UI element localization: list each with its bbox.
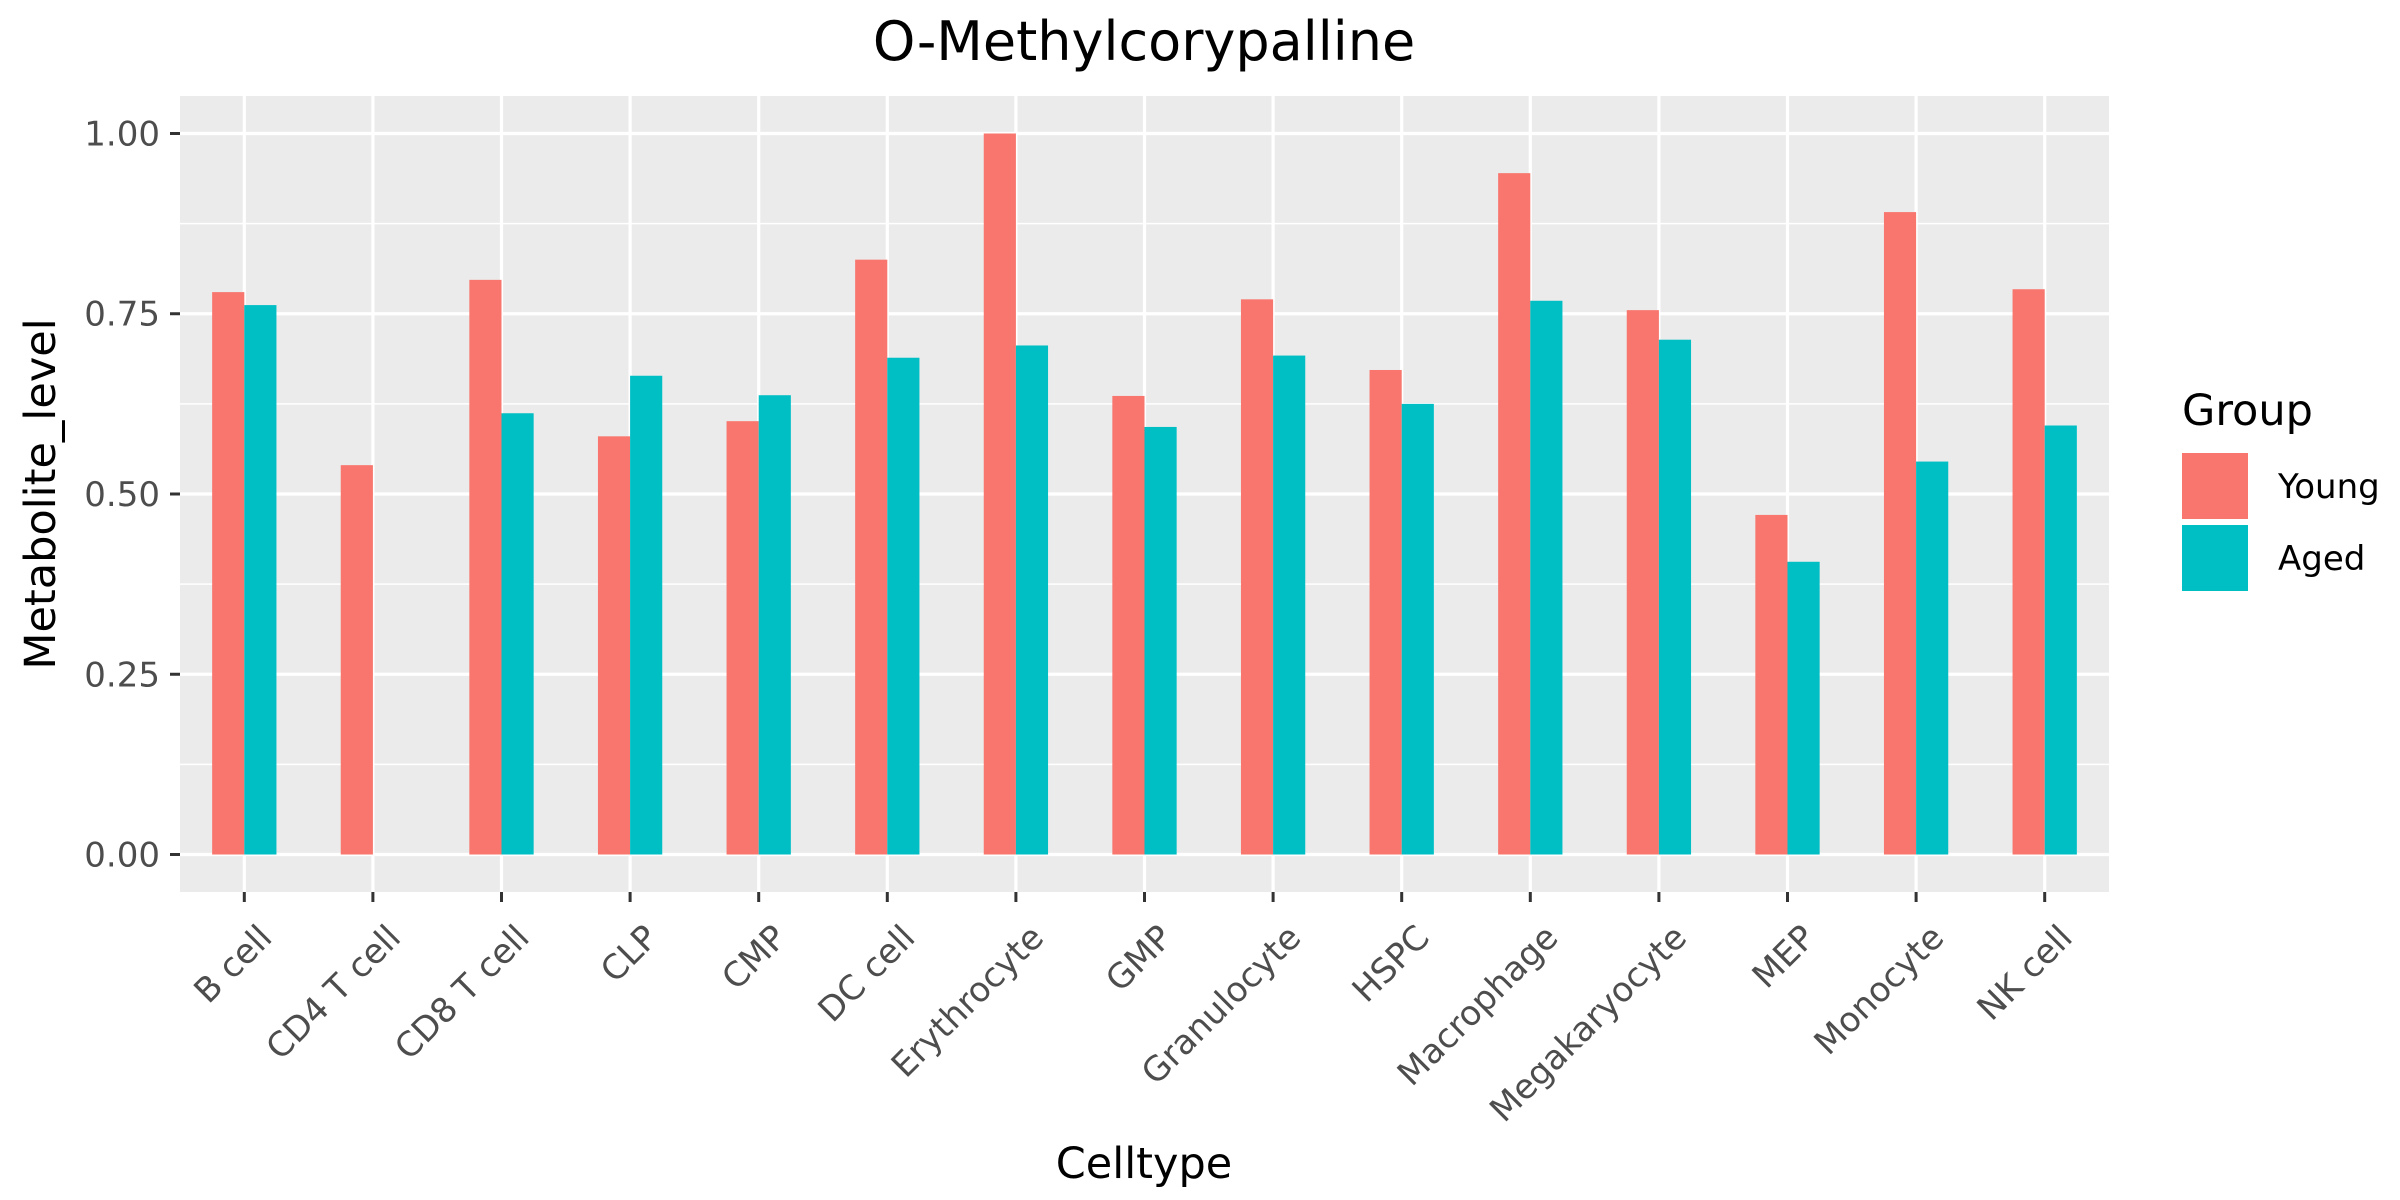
x-tick-label: DC cell: [811, 918, 924, 1031]
bar-aged: [501, 413, 534, 855]
bar-young: [1498, 173, 1531, 855]
bar-aged: [1530, 300, 1563, 855]
x-tick-label: Monocyte: [1807, 918, 1952, 1063]
bar-young: [2012, 289, 2045, 855]
legend-key-young: [2182, 453, 2248, 519]
bar-aged: [1658, 339, 1692, 855]
y-tick-label: 1.00: [84, 114, 160, 154]
bar-aged: [1916, 461, 1949, 855]
bar-young: [1112, 395, 1145, 855]
legend-title: Group: [2182, 386, 2313, 436]
legend-label-aged: Aged: [2278, 539, 2365, 579]
bars: [212, 133, 2077, 855]
bar-young: [983, 133, 1016, 855]
x-tick-label: CMP: [714, 918, 794, 998]
y-tick-label: 0.00: [84, 836, 160, 876]
x-tick-label: CD4 T cell: [259, 918, 409, 1068]
bar-aged: [1401, 403, 1434, 855]
bar-aged: [887, 357, 920, 855]
x-tick-label: GMP: [1098, 918, 1180, 1000]
legend-key-aged: [2182, 525, 2248, 591]
bar-aged: [2044, 425, 2077, 855]
bar-young: [340, 465, 373, 855]
legend-label-young: Young: [2277, 467, 2380, 507]
bar-young: [1626, 310, 1659, 855]
bar-aged: [1015, 345, 1049, 855]
bar-young: [212, 292, 245, 855]
y-tick-label: 0.25: [84, 655, 160, 695]
y-tick-label: 0.50: [84, 475, 160, 515]
bar-aged: [630, 375, 663, 855]
bar-young: [469, 279, 502, 855]
x-tick-label: CLP: [593, 918, 666, 991]
y-tick-label: 0.75: [84, 295, 160, 335]
x-axis-title: Celltype: [1056, 1139, 1232, 1189]
y-axis: 0.00 0.25 0.50 0.75 1.00: [84, 114, 180, 876]
x-tick-label: NK cell: [1970, 918, 2081, 1029]
bar-aged: [758, 395, 791, 855]
bar-young: [855, 259, 888, 855]
bar-young: [1369, 369, 1402, 855]
bar-young: [1240, 299, 1274, 855]
bar-aged: [1273, 355, 1306, 855]
bar-young: [726, 421, 759, 855]
chart-title: O-Methylcorypalline: [873, 10, 1415, 73]
bar-aged: [1144, 426, 1177, 855]
bar-young: [1883, 212, 1917, 855]
x-tick-label: HSPC: [1345, 918, 1438, 1011]
x-tick-label: MEP: [1745, 918, 1824, 997]
bar-young: [1755, 514, 1788, 855]
bar-aged: [244, 305, 277, 855]
x-tick-label: CD8 T cell: [387, 918, 537, 1068]
y-axis-title: Metabolite_level: [16, 318, 66, 669]
legend: Group Young Aged: [2182, 386, 2380, 591]
x-tick-label: B cell: [186, 918, 280, 1012]
bar-young: [597, 436, 631, 855]
bar-aged: [1787, 561, 1820, 855]
